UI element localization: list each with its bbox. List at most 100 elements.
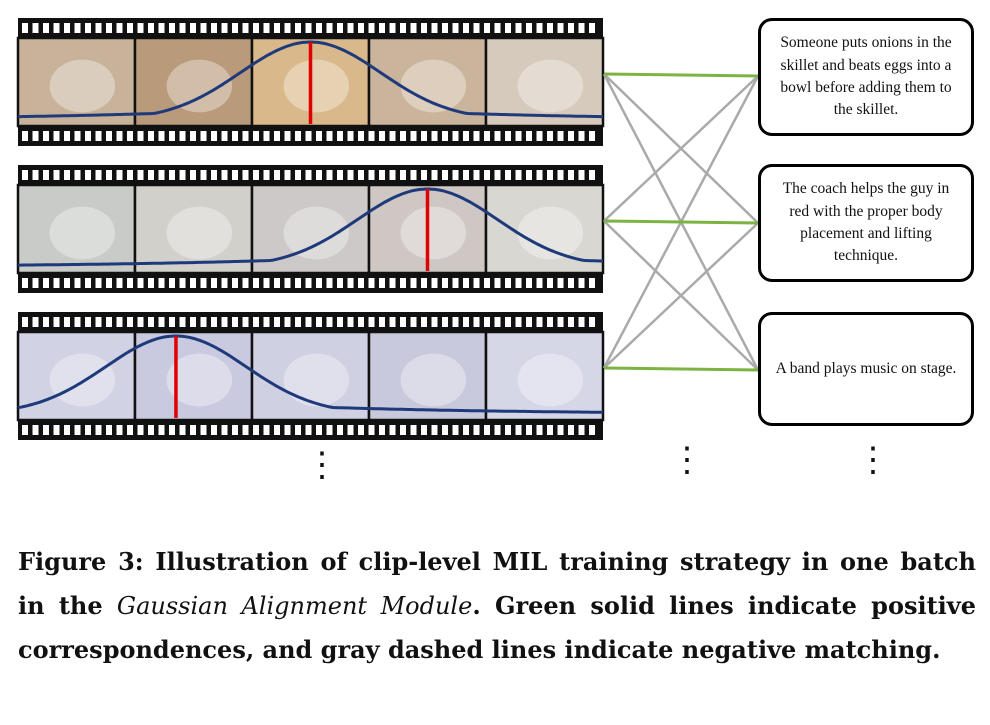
sprocket-hole [242,23,249,33]
sprocket-hole [211,317,217,327]
sprocket-hole [190,278,196,288]
sprocket-hole [95,23,102,33]
sprocket-hole [473,131,480,141]
sprocket-hole [473,278,480,288]
sprocket-hole [148,23,154,33]
sprocket-hole [137,170,144,180]
sprocket-hole [505,317,511,327]
sprocket-hole [347,23,354,33]
sprocket-hole [221,170,228,180]
sprocket-hole [64,278,70,288]
sprocket-hole [242,317,249,327]
sprocket-hole [316,131,322,141]
sprocket-hole [106,170,112,180]
sprocket-hole [200,131,207,141]
sprocket-hole [578,131,585,141]
negative-match-line [603,222,759,369]
sprocket-hole [22,278,28,288]
sprocket-hole [568,425,574,435]
sprocket-hole [400,23,406,33]
sprocket-hole [116,278,123,288]
sprocket-hole [43,23,49,33]
sprocket-hole [95,131,102,141]
sprocket-hole [536,317,543,327]
sprocket-hole [410,23,417,33]
sprocket-hole [263,23,270,33]
sprocket-hole [85,278,91,288]
sprocket-hole [431,278,438,288]
sprocket-hole [316,425,322,435]
sprocket-hole [305,131,312,141]
sprocket-hole [295,131,301,141]
sprocket-hole [389,425,396,435]
sprocket-hole [43,317,49,327]
sprocket-hole [305,317,312,327]
sprocket-hole [43,278,49,288]
sprocket-hole [74,23,81,33]
sprocket-hole [536,278,543,288]
sprocket-hole [148,131,154,141]
caption-text-3: A band plays music on stage. [775,359,957,377]
sprocket-hole [253,278,259,288]
sprocket-hole [452,278,459,288]
sprocket-hole [274,170,280,180]
sprocket-hole [43,425,49,435]
sprocket-hole [148,170,154,180]
sprocket-hole [442,317,448,327]
sprocket-hole [137,425,144,435]
sprocket-hole [85,131,91,141]
sprocket-hole [515,170,522,180]
frame-highlight [49,353,116,407]
sprocket-hole [32,131,39,141]
video-frame [16,183,137,275]
sprocket-hole [358,317,364,327]
sprocket-hole [274,131,280,141]
sprocket-hole [442,425,448,435]
sprocket-hole [389,278,396,288]
sprocket-hole [484,425,490,435]
sprocket-hole [221,317,228,327]
sprocket-hole [379,170,385,180]
sprocket-hole [452,131,459,141]
sprocket-hole [158,170,165,180]
sprocket-hole [389,317,396,327]
sprocket-hole [463,170,469,180]
sprocket-hole [274,425,280,435]
sprocket-hole [431,131,438,141]
sprocket-hole [515,317,522,327]
sprocket-hole [557,317,564,327]
sprocket-hole [568,131,574,141]
sprocket-hole [253,131,259,141]
sprocket-hole [295,23,301,33]
sprocket-hole [452,170,459,180]
gaussian-curve [17,334,604,414]
sprocket-hole [589,278,595,288]
sprocket-hole [127,23,133,33]
sprocket-hole [22,317,28,327]
sprocket-hole [106,131,112,141]
sprocket-hole [85,317,91,327]
frame-highlight [166,353,233,407]
sprocket-hole [242,425,249,435]
sprocket-hole [326,23,333,33]
sprocket-hole [116,131,123,141]
sprocket-hole [158,23,165,33]
sprocket-hole [494,278,501,288]
sprocket-hole [232,278,238,288]
sprocket-hole [421,170,427,180]
sprocket-hole [368,170,375,180]
sprocket-hole [589,425,595,435]
sprocket-hole [74,317,81,327]
sprocket-hole [431,425,438,435]
sprocket-hole [578,317,585,327]
video-frame [367,36,488,128]
sprocket-hole [442,131,448,141]
sprocket-hole [494,170,501,180]
sprocket-hole [263,131,270,141]
sprocket-hole [64,23,70,33]
sprocket-hole [526,170,532,180]
sprocket-hole [179,131,186,141]
sprocket-hole [190,23,196,33]
sprocket-hole [452,23,459,33]
sprocket-hole [473,170,480,180]
